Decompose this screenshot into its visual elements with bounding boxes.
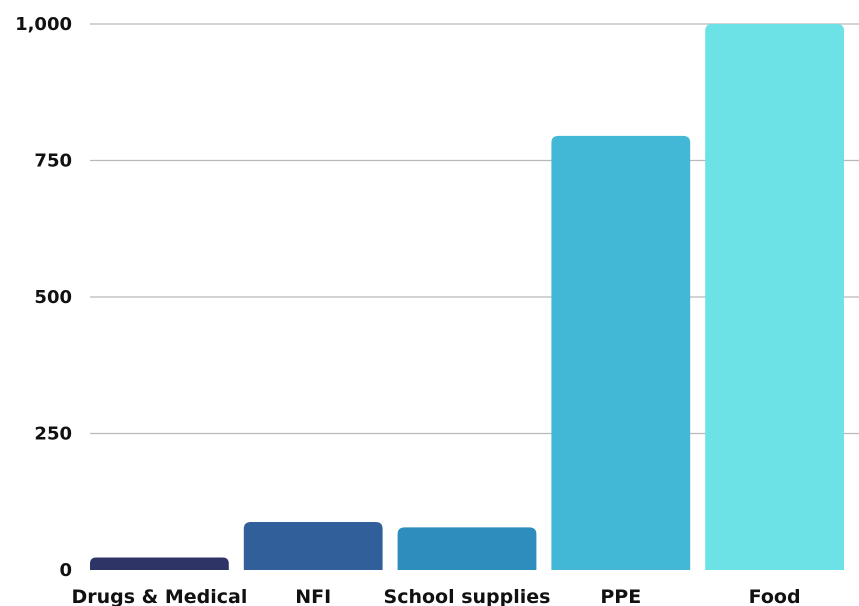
x-category-label: School supplies <box>384 586 551 606</box>
bars <box>90 24 844 570</box>
y-tick-label: 750 <box>34 151 72 172</box>
y-tick-label: 1,000 <box>15 14 72 35</box>
x-axis-category-labels: Drugs & Medical NFI School supplies PPE Food <box>71 586 800 606</box>
y-axis-tick-labels: 0 250 500 750 1,000 <box>15 14 72 581</box>
bar-drugs-medical <box>90 557 229 570</box>
y-tick-label: 0 <box>59 560 72 581</box>
x-category-label: Food <box>749 586 801 606</box>
y-tick-label: 250 <box>34 424 72 445</box>
bar-school-supplies <box>397 527 537 570</box>
x-category-label: NFI <box>295 586 331 606</box>
bar-ppe <box>551 135 691 570</box>
x-category-label: Drugs & Medical <box>71 586 247 606</box>
x-category-label: PPE <box>600 586 641 606</box>
bar-nfi <box>243 521 383 570</box>
bar-food <box>705 24 844 570</box>
y-tick-label: 500 <box>34 287 72 308</box>
